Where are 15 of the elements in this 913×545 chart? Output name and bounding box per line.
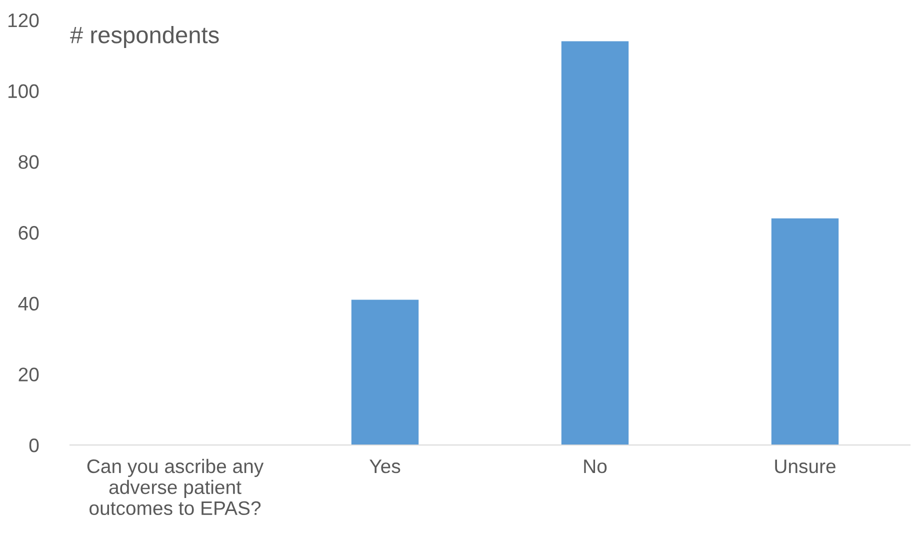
x-tick-label: Unsure — [775, 460, 836, 474]
y-tick-label: 40 — [18, 296, 39, 311]
y-tick-label: 0 — [29, 438, 39, 452]
y-axis-title: # respondents — [70, 26, 219, 48]
y-tick-label: 20 — [18, 368, 39, 382]
y-tick-label: 100 — [8, 84, 39, 98]
y-tick-label: 60 — [18, 226, 39, 240]
y-tick-label: 80 — [18, 155, 39, 169]
y-tick-label: 120 — [8, 13, 39, 28]
x-tick-label: Can you ascribe any adverse patient outcomes to EPAS? — [87, 458, 264, 516]
x-tick-label: No — [584, 460, 607, 474]
bar — [351, 300, 419, 445]
bar — [561, 41, 629, 445]
x-tick-label: Yes — [370, 460, 400, 474]
bar — [771, 218, 839, 445]
